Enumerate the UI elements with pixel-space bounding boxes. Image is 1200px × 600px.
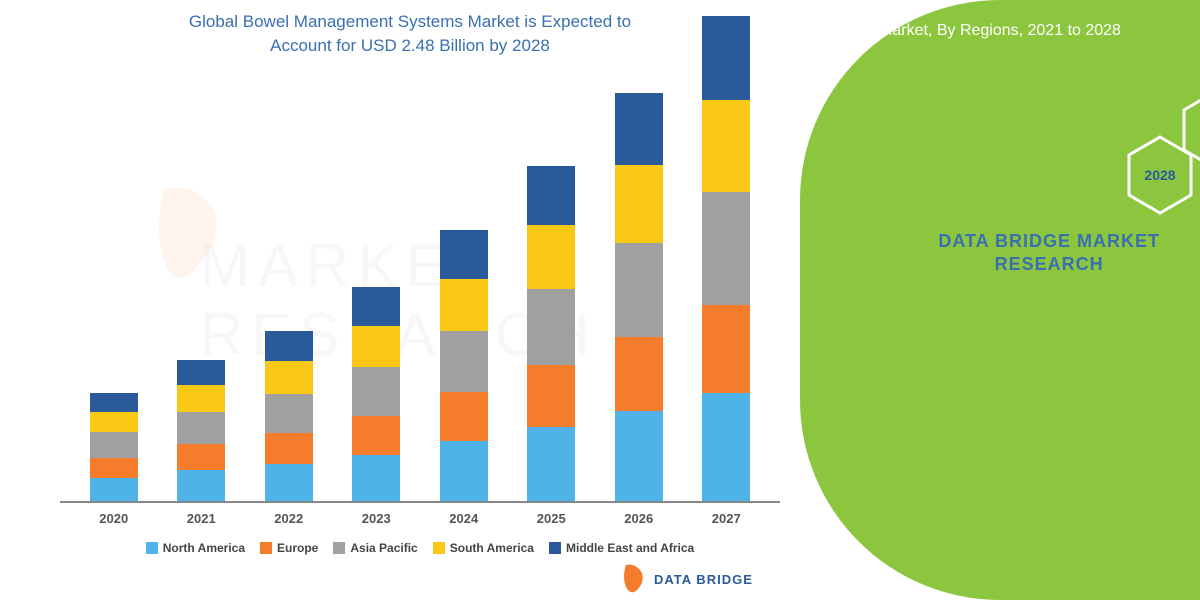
legend-swatch (433, 542, 445, 554)
x-axis-labels: 2020 2021 2022 2023 2024 2025 2026 2027 (60, 503, 780, 526)
legend-item-middle-east-and-africa: Middle East and Africa (549, 541, 694, 555)
bar-group-2027 (696, 16, 756, 500)
bar-segment-europe (265, 433, 313, 464)
bar-stack (90, 393, 138, 500)
chart-title: Global Bowel Management Systems Market i… (40, 10, 780, 58)
bar-segment-south-america (177, 385, 225, 412)
bar-segment-south-america (615, 165, 663, 243)
bar-stack (352, 287, 400, 501)
bar-segment-asia-pacific (702, 192, 750, 305)
legend-label: North America (163, 541, 245, 555)
chart-legend: North America Europe Asia Pacific South Ame… (60, 541, 780, 555)
bar-segment-middle-east-and-africa (440, 230, 488, 279)
legend-label: Middle East and Africa (566, 541, 694, 555)
legend-swatch (333, 542, 345, 554)
brand-line2: RESEARCH (995, 254, 1104, 274)
bar-segment-asia-pacific (177, 412, 225, 445)
bar-group-2022 (259, 331, 319, 501)
legend-label: Asia Pacific (350, 541, 417, 555)
footer-logo: DATA BRIDGE (620, 563, 753, 595)
legend-swatch (260, 542, 272, 554)
bar-segment-europe (352, 416, 400, 455)
bar-segment-europe (702, 305, 750, 393)
bar-segment-north-america (615, 411, 663, 501)
bar-segment-middle-east-and-africa (702, 16, 750, 100)
bar-stack (177, 360, 225, 500)
right-panel-title: Market, By Regions, 2021 to 2028 (820, 20, 1180, 42)
bar-segment-south-america (265, 361, 313, 394)
x-label: 2022 (259, 511, 319, 526)
hex-label-2028: 2028 (1144, 167, 1175, 183)
bars-container (60, 73, 780, 501)
legend-label: South America (450, 541, 534, 555)
bar-stack (265, 331, 313, 501)
legend-swatch (146, 542, 158, 554)
main-container: Global Bowel Management Systems Market i… (0, 0, 1200, 600)
bar-segment-middle-east-and-africa (527, 166, 575, 225)
bar-segment-north-america (177, 470, 225, 501)
bar-segment-asia-pacific (440, 331, 488, 392)
legend-label: Europe (277, 541, 318, 555)
x-label: 2024 (434, 511, 494, 526)
chart-plot-area (60, 73, 780, 503)
legend-item-asia-pacific: Asia Pacific (333, 541, 417, 555)
brand-line1: DATA BRIDGE MARKET (938, 231, 1160, 251)
footer-logo-text: DATA BRIDGE (654, 572, 753, 587)
bar-stack (615, 93, 663, 500)
chart-section: Global Bowel Management Systems Market i… (0, 0, 800, 600)
right-panel: Market, By Regions, 2021 to 2028 2021 20… (800, 0, 1200, 600)
bar-segment-south-america (527, 225, 575, 288)
bar-segment-south-america (352, 326, 400, 367)
x-label: 2020 (84, 511, 144, 526)
bar-segment-middle-east-and-africa (177, 360, 225, 385)
bar-group-2023 (346, 287, 406, 501)
bar-segment-asia-pacific (527, 289, 575, 366)
bar-segment-europe (440, 392, 488, 441)
bar-group-2020 (84, 393, 144, 500)
bar-stack (702, 16, 750, 500)
bar-segment-asia-pacific (615, 243, 663, 337)
bar-segment-europe (615, 337, 663, 411)
bar-segment-north-america (527, 427, 575, 501)
bar-segment-south-america (90, 412, 138, 432)
bar-stack (440, 230, 488, 500)
hexagon-2028: 2028 (1125, 135, 1195, 215)
bar-segment-middle-east-and-africa (352, 287, 400, 326)
chart-title-line1: Global Bowel Management Systems Market i… (189, 12, 631, 31)
bar-group-2021 (171, 360, 231, 500)
chart-title-line2: Account for USD 2.48 Billion by 2028 (270, 36, 550, 55)
bar-segment-europe (527, 365, 575, 426)
bar-segment-europe (90, 458, 138, 478)
bar-segment-north-america (440, 441, 488, 500)
legend-item-north-america: North America (146, 541, 245, 555)
bar-segment-middle-east-and-africa (265, 331, 313, 362)
legend-item-south-america: South America (433, 541, 534, 555)
bar-segment-asia-pacific (352, 367, 400, 416)
x-label: 2023 (346, 511, 406, 526)
bar-group-2025 (521, 166, 581, 501)
bar-stack (527, 166, 575, 501)
bar-segment-south-america (440, 279, 488, 330)
bar-segment-north-america (702, 393, 750, 501)
legend-swatch (549, 542, 561, 554)
bar-segment-asia-pacific (90, 432, 138, 458)
bar-segment-middle-east-and-africa (615, 93, 663, 165)
x-label: 2026 (609, 511, 669, 526)
bar-group-2026 (609, 93, 669, 500)
x-label: 2025 (521, 511, 581, 526)
bar-segment-middle-east-and-africa (90, 393, 138, 411)
bar-segment-north-america (90, 478, 138, 501)
x-label: 2027 (696, 511, 756, 526)
brand-text: DATA BRIDGE MARKET RESEARCH (938, 230, 1160, 277)
footer-logo-icon (620, 563, 646, 595)
bar-group-2024 (434, 230, 494, 500)
legend-item-europe: Europe (260, 541, 318, 555)
bar-segment-asia-pacific (265, 394, 313, 433)
bar-segment-north-america (352, 455, 400, 501)
x-label: 2021 (171, 511, 231, 526)
bar-segment-south-america (702, 100, 750, 192)
bar-segment-north-america (265, 464, 313, 501)
bar-segment-europe (177, 444, 225, 470)
